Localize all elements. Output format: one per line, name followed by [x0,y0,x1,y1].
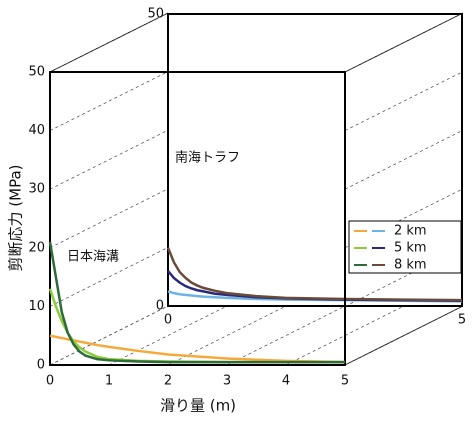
line [166,247,463,302]
x-axis-title: 滑り量 (m) [160,397,236,415]
grid-line [49,71,169,131]
y-tick-label: 10 [28,299,45,314]
legend-label: 8 km [394,258,427,273]
grid-line [344,305,464,366]
line [49,334,346,364]
annotation: 南海トラフ [175,150,240,166]
front-frame [49,71,346,366]
grid-line [49,305,169,366]
x-tick-label: 3 [223,374,231,389]
legend-label: 5 km [394,241,427,256]
y-tick-label: 40 [28,123,45,138]
grid-line [344,71,464,131]
back-frame [167,13,463,307]
x-tick-label: 0 [164,313,172,328]
x-tick-label: 0 [46,374,54,389]
line [48,241,345,364]
grid-line [49,129,169,190]
x-tick-label: 2 [164,374,172,389]
y-tick-label: 50 [147,7,164,22]
grid-line [226,305,346,366]
grid-line [344,129,464,190]
y-axis-title: 剪断応力 (MPa) [7,165,25,272]
grid-line [285,305,405,366]
grid-line [344,12,464,73]
y-tick-label: 20 [28,240,45,255]
grid-line [49,188,169,249]
y-tick-label: 30 [28,182,45,197]
grid-line [167,305,287,366]
grid-line [49,247,169,307]
y-tick-label: 0 [156,299,164,314]
grid-line [49,12,169,73]
x-tick-label: 4 [282,374,290,389]
grid-line [108,305,228,366]
legend-box [348,220,462,274]
y-tick-label: 50 [28,65,45,80]
legend-label: 2 km [394,224,427,239]
grid-line [344,188,464,249]
y-tick-label: 0 [37,358,45,373]
x-tick-label: 5 [341,374,349,389]
annotation: 日本海溝 [67,250,119,265]
x-tick-label: 1 [105,374,113,389]
x-tick-label: 5 [458,313,466,328]
